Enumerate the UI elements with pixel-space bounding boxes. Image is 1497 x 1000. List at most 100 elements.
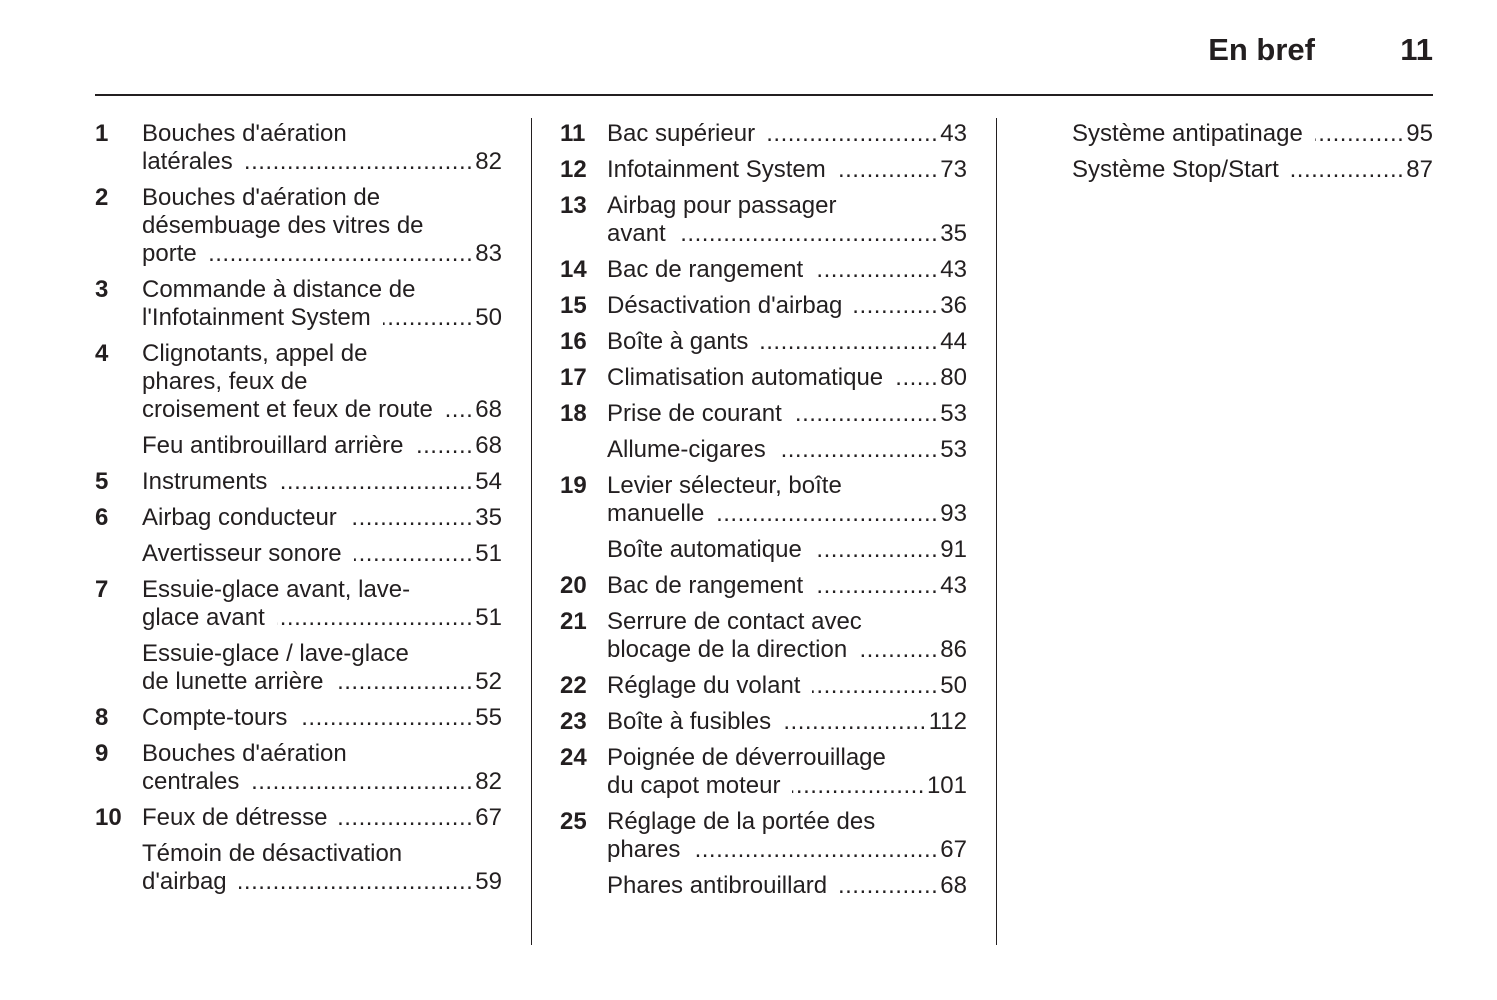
entry-line: Compte-tours 55 — [142, 704, 502, 732]
dot-leader — [792, 772, 925, 800]
entry-label: Réglage de la portée des — [607, 808, 876, 835]
entry-line: Désactivation d'airbag 36 — [607, 292, 967, 320]
index-entry: Boîte automatique 91 — [560, 536, 967, 564]
entry-line: porte 83 — [142, 240, 502, 268]
page-reference: 50 — [475, 304, 502, 331]
entry-line: croisement et feux de route 68 — [142, 396, 502, 424]
entry-label: Bouches d'aération de — [142, 184, 381, 211]
index-entry: Phares antibrouillard 68 — [560, 872, 967, 900]
page-reference: 68 — [475, 432, 502, 459]
dot-leader — [339, 804, 473, 832]
entry-label: Poignée de déverrouillage — [607, 744, 886, 771]
entry-label: phares — [607, 836, 681, 863]
page-reference: 44 — [940, 328, 967, 355]
dot-leader — [354, 540, 474, 568]
entry-label: Témoin de désactivation — [142, 840, 403, 867]
entry-label: Bouches d'aération — [142, 740, 347, 767]
entry-line: Feux de détresse 67 — [142, 804, 502, 832]
entry-line: Allume-cigares 53 — [607, 436, 967, 464]
entry-label: porte — [142, 240, 197, 267]
entry-line: Essuie-glace / lave-glace — [142, 640, 502, 668]
entry-line: blocage de la direction 86 — [607, 636, 967, 664]
index-entry: 18 Prise de courant 53 — [560, 400, 967, 428]
page-reference: 51 — [475, 540, 502, 567]
callout-number: 15 — [560, 292, 587, 319]
entry-line: Clignotants, appel de — [142, 340, 502, 368]
dot-leader — [209, 240, 474, 268]
page-reference: 67 — [940, 836, 967, 863]
dot-leader — [859, 636, 938, 664]
callout-number: 3 — [95, 276, 109, 303]
entry-line: phares, feux de — [142, 368, 502, 396]
entry-line: Bouches d'aération — [142, 740, 502, 768]
index-entry: 17 Climatisation automatique 80 — [560, 364, 967, 392]
dot-leader — [814, 536, 938, 564]
dot-leader — [760, 328, 938, 356]
index-entry: 24 Poignée de déverrouillage du capot mote… — [560, 744, 967, 800]
index-entry: 7 Essuie-glace avant, lave-glace avant 51 — [95, 576, 502, 632]
entry-line: Infotainment System 73 — [607, 156, 967, 184]
index-entry: 11 Bac supérieur 43 — [560, 120, 967, 148]
dot-leader — [239, 868, 474, 896]
entry-line: Instruments 54 — [142, 468, 502, 496]
callout-number: 20 — [560, 572, 587, 599]
page-reference: 43 — [940, 120, 967, 147]
page-reference: 35 — [940, 220, 967, 247]
entry-label: Prise de courant — [607, 400, 782, 427]
callout-number: 25 — [560, 808, 587, 835]
callout-number: 14 — [560, 256, 587, 283]
column-divider — [996, 118, 997, 945]
entry-label: Feu antibrouillard arrière — [142, 432, 404, 459]
entry-line: phares 67 — [607, 836, 967, 864]
dot-leader — [692, 836, 938, 864]
page-reference: 53 — [940, 436, 967, 463]
entry-label: désembuage des vitres de — [142, 212, 424, 239]
entry-label: Phares antibrouillard — [607, 872, 828, 899]
entry-label: Essuie-glace / lave-glace — [142, 640, 409, 667]
entry-line: centrales 82 — [142, 768, 502, 796]
index-entry: Essuie-glace / lave-glace de lunette arri… — [95, 640, 502, 696]
entry-label: Instruments — [142, 468, 268, 495]
dot-leader — [383, 304, 474, 332]
entry-line: Système antipatinage 95 — [1072, 120, 1433, 148]
page-number: 11 — [1400, 32, 1433, 67]
index-entry: 8 Compte-tours 55 — [95, 704, 502, 732]
dot-leader — [1291, 156, 1405, 184]
index-column-2: 11 Bac supérieur 43 12 Infotainment System 73… — [560, 120, 967, 908]
entry-label: Réglage du volant — [607, 672, 801, 699]
dot-leader — [838, 156, 939, 184]
entry-line: Prise de courant 53 — [607, 400, 967, 428]
entry-line: d'airbag 59 — [142, 868, 502, 896]
callout-number: 7 — [95, 576, 109, 603]
entry-line: Airbag conducteur 35 — [142, 504, 502, 532]
dot-leader — [778, 436, 939, 464]
entry-line: l'Infotainment System 50 — [142, 304, 502, 332]
entry-label: blocage de la direction — [607, 636, 848, 663]
entry-line: de lunette arrière 52 — [142, 668, 502, 696]
entry-line: désembuage des vitres de — [142, 212, 502, 240]
entry-label: Climatisation automatique — [607, 364, 884, 391]
dot-leader — [839, 872, 938, 900]
entry-line: glace avant 51 — [142, 604, 502, 632]
entry-label: Essuie-glace avant, lave- — [142, 576, 411, 603]
page-reference: 95 — [1406, 120, 1433, 147]
page-reference: 68 — [475, 396, 502, 423]
entry-label: Allume-cigares — [607, 436, 766, 463]
entry-line: Feu antibrouillard arrière 68 — [142, 432, 502, 460]
entry-line: Boîte à gants 44 — [607, 328, 967, 356]
entry-label: latérales — [142, 148, 233, 175]
entry-label: Bac de rangement — [607, 572, 804, 599]
index-entry: 16 Boîte à gants 44 — [560, 328, 967, 356]
column-divider — [531, 118, 532, 945]
entry-label: Serrure de contact avec — [607, 608, 862, 635]
entry-line: manuelle 93 — [607, 500, 967, 528]
dot-leader — [854, 292, 938, 320]
callout-number: 12 — [560, 156, 587, 183]
entry-line: latérales 82 — [142, 148, 502, 176]
entry-label: avant — [607, 220, 666, 247]
callout-number: 8 — [95, 704, 109, 731]
index-entry: 14 Bac de rangement 43 — [560, 256, 967, 284]
